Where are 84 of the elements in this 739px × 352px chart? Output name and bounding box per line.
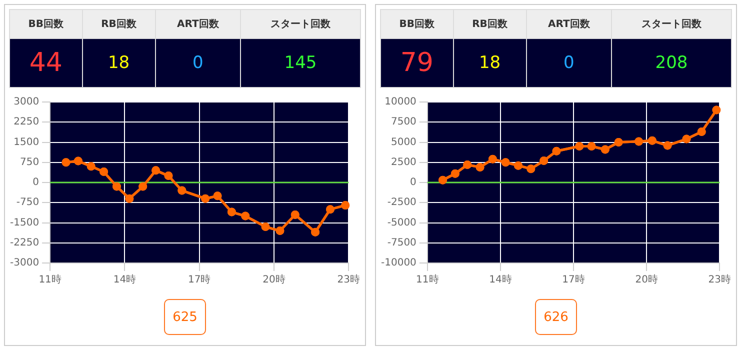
data-label: 0: [155, 38, 241, 88]
point: [514, 161, 522, 170]
y-tick-label: 2500: [390, 156, 416, 168]
x-tick-label: 23時: [337, 274, 360, 286]
category-label: BB回数: [10, 10, 82, 38]
point: [575, 142, 584, 151]
point: [697, 128, 706, 136]
category-label: RB回数: [82, 10, 156, 38]
point: [552, 146, 561, 156]
text: 626: [535, 299, 577, 335]
data-label: 79: [380, 38, 454, 88]
point: [614, 138, 623, 146]
point: [501, 158, 510, 167]
point: [438, 176, 448, 184]
x-tick-label: 23時: [708, 274, 732, 286]
x-tick-label: 11時: [38, 274, 62, 286]
point: [663, 141, 672, 150]
point: [138, 182, 148, 191]
y-tick-label: 7500: [390, 116, 416, 128]
x-tick-label: 14時: [489, 274, 512, 286]
point: [178, 186, 186, 195]
y-tick-label: 0: [32, 177, 40, 188]
y-tick-label: -3000: [10, 258, 40, 269]
point: [526, 164, 536, 174]
y-tick-label: -10000: [381, 258, 416, 269]
point: [587, 142, 596, 151]
point: [213, 192, 222, 200]
data-label: 145: [240, 38, 360, 88]
y-tick-label: -2500: [387, 197, 416, 208]
point: [86, 162, 96, 171]
point: [62, 158, 70, 167]
point: [450, 169, 460, 178]
point: [152, 166, 160, 175]
y-tick-label: 2250: [14, 116, 40, 128]
point: [227, 208, 236, 216]
point: [201, 194, 210, 203]
point: [540, 156, 548, 166]
category-label: RB回数: [453, 10, 526, 38]
point: [241, 212, 250, 220]
x-tick-label: 17時: [562, 274, 585, 286]
y-tick-label: 5000: [390, 136, 416, 148]
y-tick-label: 0: [410, 177, 416, 188]
x-tick-label: 17時: [188, 274, 211, 286]
data-label: 18: [453, 38, 526, 88]
x-tick-label: 11時: [416, 274, 439, 286]
point: [261, 222, 270, 232]
point: [634, 137, 644, 146]
point: [311, 228, 320, 236]
x-tick-label: 20時: [635, 274, 658, 286]
point: [100, 168, 108, 176]
y-tick-label: 10000: [384, 96, 416, 108]
x-tick-label: 14時: [113, 274, 136, 286]
category-label: スタート回数: [612, 10, 732, 38]
point: [648, 136, 656, 145]
text: 625: [164, 299, 206, 335]
category-label: ART回数: [526, 10, 612, 38]
y-tick-label: -750: [16, 197, 40, 208]
data-label: 208: [612, 38, 732, 88]
y-tick-label: -2250: [10, 237, 40, 248]
point: [125, 194, 134, 203]
data-label: 18: [82, 38, 156, 88]
point: [600, 145, 610, 154]
point: [290, 210, 300, 219]
point: [476, 162, 484, 172]
point: [463, 160, 472, 170]
y-tick-label: -7500: [387, 237, 416, 248]
point: [112, 182, 121, 191]
category-label: BB回数: [380, 10, 454, 38]
y-tick-label: 1500: [14, 136, 40, 148]
category-label: ART回数: [155, 10, 241, 38]
y-tick-label: 750: [20, 156, 40, 168]
x-tick-label: 20時: [262, 274, 286, 286]
data-label: 0: [526, 38, 612, 88]
category-label: スタート回数: [240, 10, 360, 38]
data-label: 44: [10, 38, 82, 88]
point: [74, 156, 82, 166]
point: [326, 205, 334, 214]
point: [682, 134, 691, 144]
point: [164, 172, 173, 180]
y-tick-label: -1500: [10, 217, 40, 228]
y-tick-label: 3000: [14, 96, 40, 108]
y-tick-label: -5000: [387, 217, 416, 228]
point: [488, 154, 497, 164]
point: [276, 226, 284, 236]
